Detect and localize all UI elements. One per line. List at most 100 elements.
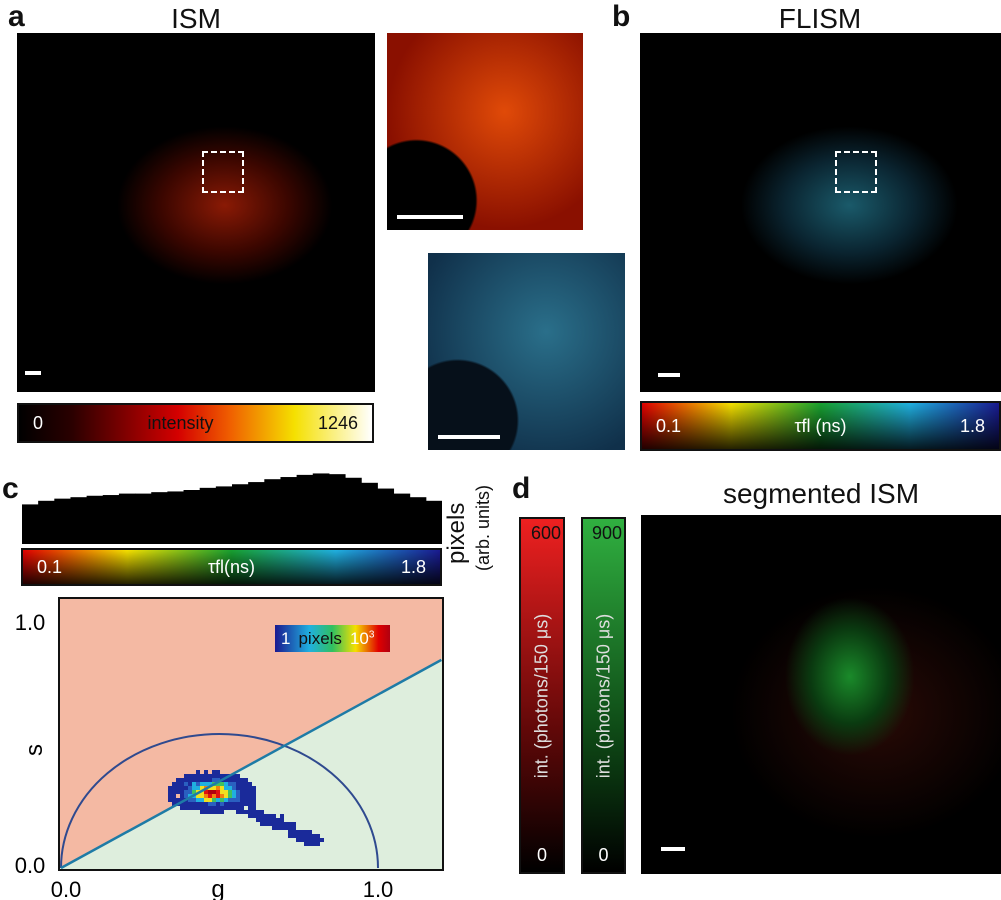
phasor-bin xyxy=(220,794,224,798)
phasor-bin xyxy=(236,786,240,790)
phasor-plot: 1.0 0.0 0.0 1.0 g s xyxy=(15,597,444,900)
hist-bar xyxy=(312,473,330,544)
red-bar-max: 600 xyxy=(530,523,561,543)
legend-max-exp: 3 xyxy=(368,628,375,640)
phasor-bin xyxy=(236,778,240,782)
panel-c-label: c xyxy=(2,472,19,505)
phasor-bin xyxy=(224,782,228,786)
phasor-bin xyxy=(180,786,184,790)
legend-min: 1 xyxy=(281,628,291,648)
phasor-bin xyxy=(176,778,180,782)
phasor-bin xyxy=(268,814,272,818)
phasor-bin xyxy=(224,798,228,802)
phasor-bin xyxy=(240,782,244,786)
phasor-bin xyxy=(244,802,248,806)
phasor-bin xyxy=(184,774,188,778)
phasor-bin xyxy=(312,834,316,838)
phasor-bin xyxy=(308,838,312,842)
ism-title: ISM xyxy=(171,3,221,34)
phasor-bin xyxy=(216,806,220,810)
phasor-bin xyxy=(232,794,236,798)
phasor-bin xyxy=(240,806,244,810)
histogram-colorbar: 0.1 τfl(ns) 1.8 xyxy=(21,548,442,586)
phasor-bin xyxy=(240,798,244,802)
phasor-bin xyxy=(280,826,284,830)
phasor-bin xyxy=(300,830,304,834)
phasor-bin xyxy=(248,802,252,806)
lifetime-colorbar: 0.1 τfl (ns) 1.8 xyxy=(640,401,1001,451)
phasor-bin xyxy=(228,794,232,798)
phasor-bin xyxy=(180,802,184,806)
phasor-bin xyxy=(316,842,320,846)
phasor-bin xyxy=(220,786,224,790)
phasor-bin xyxy=(216,782,220,786)
flism-inset-image xyxy=(428,253,625,450)
phasor-bin xyxy=(304,830,308,834)
phasor-bin xyxy=(232,778,236,782)
phasor-bin xyxy=(192,798,196,802)
phasor-bin xyxy=(172,802,176,806)
phasor-bin xyxy=(216,790,220,794)
phasor-bin xyxy=(228,806,232,810)
phasor-legend: 1 pixels 103 xyxy=(275,625,390,652)
phasor-bin xyxy=(216,786,220,790)
phasor-bin xyxy=(224,794,228,798)
phasor-bin xyxy=(252,802,256,806)
panel-b-label: b xyxy=(612,0,631,33)
phasor-bin xyxy=(252,814,256,818)
phasor-bin xyxy=(208,794,212,798)
phasor-bin xyxy=(184,786,188,790)
phasor-bin xyxy=(224,774,228,778)
phasor-bin xyxy=(180,794,184,798)
hist-bar xyxy=(54,498,71,544)
hist-bar xyxy=(377,488,395,544)
phasor-bin xyxy=(212,786,216,790)
universal-circle xyxy=(60,733,379,869)
hist-bar xyxy=(409,497,427,544)
phasor-bin xyxy=(176,786,180,790)
phasor-bin xyxy=(236,782,240,786)
hist-bar xyxy=(199,487,217,544)
phasor-bin xyxy=(204,778,208,782)
segmented-ism-title: segmented ISM xyxy=(722,478,920,509)
phasor-bin xyxy=(252,794,256,798)
phasor-bin xyxy=(184,778,188,782)
phasor-bin xyxy=(184,802,188,806)
hist-bar xyxy=(135,493,152,544)
phasor-bin xyxy=(196,774,200,778)
phasor-bin xyxy=(224,806,228,810)
hist-ylabel: pixels xyxy=(443,502,470,564)
legend-max: 103 xyxy=(350,629,374,649)
phasor-bin xyxy=(228,786,232,790)
phasor-bin xyxy=(208,810,212,814)
red-region xyxy=(59,598,443,868)
phasor-bin xyxy=(204,782,208,786)
hist-bar xyxy=(296,474,314,544)
phasor-bin xyxy=(264,822,268,826)
phasor-bin xyxy=(196,802,200,806)
colorbar-min: 0.1 xyxy=(37,556,63,577)
colorbar-label: τfl(ns) xyxy=(207,556,256,577)
phasor-bin xyxy=(292,822,296,826)
phasor-bin xyxy=(188,790,192,794)
phasor-bin xyxy=(204,802,208,806)
phasor-bin xyxy=(296,830,300,834)
phasor-bin xyxy=(244,782,248,786)
hist-bar xyxy=(232,484,249,544)
phasor-bin xyxy=(192,790,196,794)
phasor-bin xyxy=(256,814,260,818)
legend-label: pixels xyxy=(298,628,342,648)
hist-bar xyxy=(22,504,39,544)
phasor-bin xyxy=(200,786,204,790)
phasor-bin xyxy=(180,790,184,794)
phasor-bin xyxy=(236,802,240,806)
phasor-bin xyxy=(252,806,256,810)
hist-bar xyxy=(328,474,346,544)
phasor-bin xyxy=(312,838,316,842)
hist-bar xyxy=(151,492,168,544)
phasor-bin xyxy=(200,798,204,802)
phasor-bin xyxy=(300,834,304,838)
phasor-bin xyxy=(172,782,176,786)
phasor-bin xyxy=(248,810,252,814)
phasor-bin xyxy=(224,802,228,806)
